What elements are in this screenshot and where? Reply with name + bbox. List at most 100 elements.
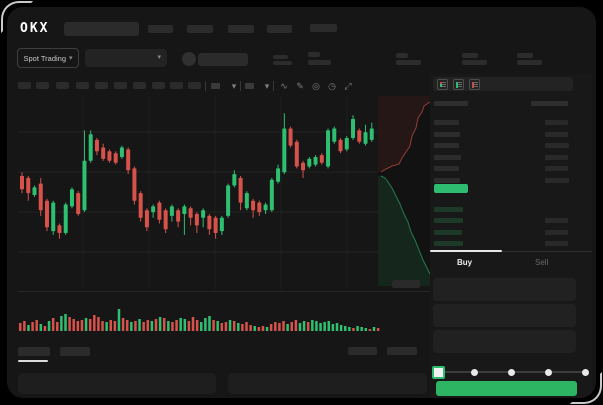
indicators-icon[interactable] xyxy=(245,83,254,89)
fullscreen-expand-icon[interactable]: ⤢ xyxy=(344,81,352,91)
ask-row-price[interactable] xyxy=(434,120,459,125)
last-price-placeholder xyxy=(273,55,288,59)
stat-2-value xyxy=(396,60,421,65)
volume-histogram xyxy=(19,309,380,331)
market-type-selector[interactable]: Spot Trading ▾ xyxy=(17,48,79,68)
nav-item-1[interactable] xyxy=(148,25,173,33)
draw-pencil-icon[interactable]: ✎ xyxy=(296,81,304,91)
nav-item-5[interactable] xyxy=(310,24,337,32)
ask-row-amount xyxy=(545,131,568,137)
timeframe-button-6[interactable] xyxy=(114,82,127,89)
chevron-down-icon[interactable]: ▾ xyxy=(264,81,270,91)
bid-row-price[interactable] xyxy=(434,229,462,235)
depth-scale-placeholder xyxy=(392,280,420,288)
ask-row-price[interactable] xyxy=(434,131,460,137)
ask-row-price[interactable] xyxy=(434,154,461,160)
timeframe-button-1[interactable] xyxy=(18,82,31,89)
okx-logo: OKX xyxy=(20,21,50,36)
bottom-action-2[interactable] xyxy=(387,347,417,355)
bid-row-amount xyxy=(545,229,568,235)
toolbar-divider xyxy=(273,81,274,91)
nav-item-3[interactable] xyxy=(228,25,254,33)
positions-panel-placeholder xyxy=(228,373,427,394)
orders-panel-placeholder xyxy=(18,373,216,394)
nav-item-4[interactable] xyxy=(267,25,292,33)
ask-row-amount xyxy=(545,166,568,171)
stat-2-label xyxy=(396,53,408,58)
chart-volume-divider xyxy=(18,291,430,292)
tab-sell[interactable]: Sell xyxy=(535,258,549,267)
tabs-divider xyxy=(430,251,592,252)
timeframe-button-9[interactable] xyxy=(170,82,183,89)
bid-row-price[interactable] xyxy=(434,218,463,223)
bottom-action-1[interactable] xyxy=(348,347,377,355)
toolbar-divider xyxy=(205,81,206,91)
window-corner-outline-top-left xyxy=(1,1,33,33)
timeframe-button-5[interactable] xyxy=(95,82,108,89)
nav-item-2[interactable] xyxy=(187,25,213,33)
chevron-down-icon: ▾ xyxy=(157,54,161,61)
bid-row-amount xyxy=(545,241,568,246)
timeframe-button-4[interactable] xyxy=(76,82,89,89)
trading-pair-selector[interactable]: ▾ xyxy=(85,49,167,67)
bottom-tab-order-history[interactable] xyxy=(60,347,90,356)
candlestick-chart[interactable] xyxy=(18,96,380,290)
stat-4-value xyxy=(517,60,542,65)
amount-input[interactable] xyxy=(433,304,576,327)
slider-stop-dot[interactable] xyxy=(581,368,589,376)
buy-submit-button[interactable] xyxy=(436,381,577,396)
timeframe-button-3[interactable] xyxy=(56,82,69,89)
ask-row-amount xyxy=(545,120,568,125)
ask-row-amount xyxy=(545,143,569,148)
last-price-bar[interactable] xyxy=(434,184,468,193)
orderbook-mode-both-icon[interactable] xyxy=(437,78,448,90)
timeframe-button-10[interactable] xyxy=(188,82,201,89)
orderbook-mode-bids-icon[interactable] xyxy=(453,78,464,90)
timeframe-button-8[interactable] xyxy=(152,82,165,89)
toolbar-divider xyxy=(240,81,241,91)
stat-4-label xyxy=(517,53,533,58)
depth-chart[interactable] xyxy=(378,96,430,286)
order-book[interactable] xyxy=(430,101,592,253)
chart-style-icon[interactable] xyxy=(211,83,220,89)
bottom-tab-active-underline xyxy=(18,360,48,362)
stat-1-label xyxy=(308,52,320,57)
bid-row-amount xyxy=(545,218,568,223)
tab-buy[interactable]: Buy xyxy=(457,258,473,267)
buy-tab-active-underline xyxy=(430,250,502,252)
price-input[interactable] xyxy=(433,278,576,301)
orderbook-toolbar xyxy=(433,77,573,91)
search-input[interactable] xyxy=(64,22,139,36)
orderbook-mode-asks-icon[interactable] xyxy=(469,78,480,90)
slider-stop-dot[interactable] xyxy=(544,368,552,376)
stat-1-value xyxy=(308,60,331,65)
chevron-down-icon[interactable]: ▾ xyxy=(231,81,237,91)
stat-3-label xyxy=(462,53,478,58)
orderbook-header-price xyxy=(434,101,468,106)
camera-snapshot-icon[interactable]: ◎ xyxy=(312,81,320,91)
timeframe-button-2[interactable] xyxy=(36,82,49,89)
slider-handle[interactable] xyxy=(431,365,445,379)
total-input[interactable] xyxy=(433,330,576,353)
ask-row-price[interactable] xyxy=(434,177,460,183)
ask-row-price[interactable] xyxy=(434,143,459,148)
slider-stop-dot[interactable] xyxy=(508,368,515,376)
price-change-placeholder xyxy=(273,61,292,65)
bid-row-price[interactable] xyxy=(434,241,463,246)
ask-row-amount xyxy=(545,177,569,183)
market-type-label: Spot Trading xyxy=(23,53,66,63)
slider-stop-dot[interactable] xyxy=(471,368,479,376)
bid-row-price[interactable] xyxy=(434,206,463,212)
order-panel: Buy Sell xyxy=(430,74,592,398)
ask-row-amount xyxy=(545,154,568,160)
pair-name-placeholder xyxy=(198,53,248,66)
history-clock-icon[interactable]: ◷ xyxy=(328,81,336,91)
stat-3-value xyxy=(462,60,487,65)
timeframe-button-7[interactable] xyxy=(133,82,146,89)
coin-avatar xyxy=(182,52,196,66)
orderbook-header-amount xyxy=(531,101,568,106)
bottom-tab-open-orders[interactable] xyxy=(18,347,50,356)
line-tool-icon[interactable]: ∿ xyxy=(280,81,288,91)
ask-row-price[interactable] xyxy=(434,166,459,171)
